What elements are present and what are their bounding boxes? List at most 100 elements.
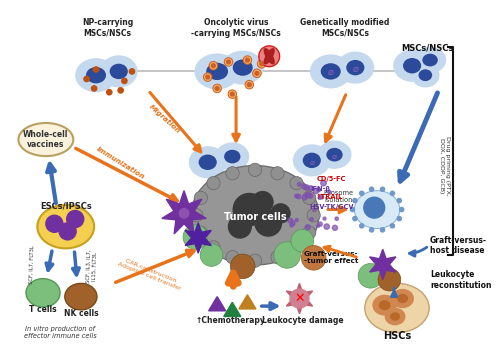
Text: CAR construction
Adoptive cell transfer: CAR construction Adoptive cell transfer bbox=[116, 256, 184, 291]
Polygon shape bbox=[224, 302, 241, 317]
Text: CD/5-FC: CD/5-FC bbox=[316, 176, 346, 182]
Text: Leukocyte
reconstitution: Leukocyte reconstitution bbox=[430, 270, 492, 290]
Ellipse shape bbox=[18, 123, 74, 156]
Text: Oncolytic virus
-carrying MSCs/NSCs: Oncolytic virus -carrying MSCs/NSCs bbox=[191, 18, 281, 38]
Ellipse shape bbox=[110, 64, 128, 79]
Ellipse shape bbox=[418, 69, 432, 81]
Circle shape bbox=[378, 268, 400, 291]
Ellipse shape bbox=[372, 295, 397, 315]
Circle shape bbox=[228, 90, 236, 98]
Ellipse shape bbox=[206, 63, 228, 80]
Text: ESCs/IPSCs: ESCs/IPSCs bbox=[40, 201, 92, 210]
Text: Tumor cells: Tumor cells bbox=[224, 212, 286, 222]
Ellipse shape bbox=[422, 54, 438, 66]
Ellipse shape bbox=[224, 150, 240, 163]
Text: Genetically modified
MSCs/NSCs: Genetically modified MSCs/NSCs bbox=[300, 18, 390, 38]
Circle shape bbox=[304, 193, 309, 198]
Circle shape bbox=[370, 187, 374, 191]
Circle shape bbox=[271, 167, 284, 180]
Circle shape bbox=[183, 225, 208, 249]
Text: ⌀: ⌀ bbox=[328, 67, 334, 77]
Text: Leukocyte damage: Leukocyte damage bbox=[262, 315, 343, 325]
Circle shape bbox=[290, 241, 303, 254]
Circle shape bbox=[358, 263, 383, 288]
Circle shape bbox=[324, 224, 330, 229]
Text: T cells: T cells bbox=[29, 305, 57, 314]
Circle shape bbox=[224, 58, 233, 66]
Ellipse shape bbox=[100, 55, 138, 88]
Circle shape bbox=[207, 241, 220, 254]
Circle shape bbox=[318, 196, 321, 199]
Circle shape bbox=[233, 193, 266, 226]
Text: Drug priming (PTX,
DOX, CDDP, GCB): Drug priming (PTX, DOX, CDDP, GCB) bbox=[439, 136, 450, 196]
Circle shape bbox=[291, 229, 314, 252]
Ellipse shape bbox=[393, 50, 431, 82]
Text: HSCs: HSCs bbox=[383, 331, 411, 341]
Circle shape bbox=[290, 177, 303, 190]
Circle shape bbox=[397, 216, 402, 221]
Circle shape bbox=[212, 64, 216, 68]
Circle shape bbox=[274, 242, 300, 268]
Circle shape bbox=[318, 189, 320, 192]
Circle shape bbox=[318, 222, 322, 226]
Ellipse shape bbox=[354, 191, 400, 229]
Circle shape bbox=[290, 223, 294, 227]
Circle shape bbox=[271, 204, 290, 223]
Text: Whole-cell
vaccines: Whole-cell vaccines bbox=[23, 130, 68, 149]
Circle shape bbox=[313, 188, 318, 194]
Circle shape bbox=[332, 225, 338, 230]
Circle shape bbox=[304, 185, 310, 190]
Circle shape bbox=[302, 246, 326, 270]
Circle shape bbox=[190, 209, 203, 222]
Circle shape bbox=[226, 167, 239, 180]
Circle shape bbox=[59, 223, 76, 240]
Circle shape bbox=[246, 58, 250, 62]
Ellipse shape bbox=[191, 165, 319, 265]
Circle shape bbox=[288, 218, 292, 223]
Circle shape bbox=[248, 254, 262, 267]
Circle shape bbox=[252, 69, 261, 77]
Circle shape bbox=[258, 60, 266, 68]
Polygon shape bbox=[370, 249, 396, 280]
Ellipse shape bbox=[216, 142, 250, 171]
Text: IFN-β: IFN-β bbox=[310, 186, 330, 192]
Text: ↑TRAIL: ↑TRAIL bbox=[316, 194, 343, 200]
Circle shape bbox=[296, 194, 301, 199]
Text: ⌀: ⌀ bbox=[352, 64, 358, 74]
Ellipse shape bbox=[75, 58, 117, 92]
Circle shape bbox=[194, 191, 207, 205]
Text: Immunization: Immunization bbox=[96, 146, 146, 180]
Ellipse shape bbox=[194, 53, 240, 89]
Circle shape bbox=[295, 218, 298, 222]
Ellipse shape bbox=[264, 49, 274, 64]
Circle shape bbox=[380, 187, 384, 191]
Circle shape bbox=[302, 195, 307, 200]
Circle shape bbox=[230, 254, 255, 279]
Text: MSCs/NSCs: MSCs/NSCs bbox=[401, 43, 454, 52]
Circle shape bbox=[209, 61, 218, 70]
Circle shape bbox=[213, 84, 222, 93]
Circle shape bbox=[380, 228, 384, 232]
Circle shape bbox=[390, 224, 394, 228]
Text: NK cells: NK cells bbox=[64, 309, 98, 318]
Ellipse shape bbox=[222, 51, 264, 85]
Circle shape bbox=[313, 209, 316, 211]
Ellipse shape bbox=[310, 54, 352, 88]
Circle shape bbox=[237, 210, 254, 228]
Polygon shape bbox=[208, 297, 226, 311]
Circle shape bbox=[316, 188, 320, 191]
Circle shape bbox=[122, 78, 127, 83]
Circle shape bbox=[200, 244, 223, 266]
Circle shape bbox=[298, 183, 301, 186]
Polygon shape bbox=[286, 283, 312, 314]
Circle shape bbox=[350, 208, 354, 211]
Ellipse shape bbox=[397, 294, 408, 303]
Circle shape bbox=[302, 184, 307, 189]
Text: ⌀: ⌀ bbox=[332, 152, 337, 161]
Circle shape bbox=[243, 56, 252, 64]
Circle shape bbox=[310, 217, 314, 221]
Circle shape bbox=[308, 194, 312, 198]
Ellipse shape bbox=[38, 205, 94, 248]
Circle shape bbox=[84, 76, 89, 82]
Circle shape bbox=[255, 210, 281, 236]
